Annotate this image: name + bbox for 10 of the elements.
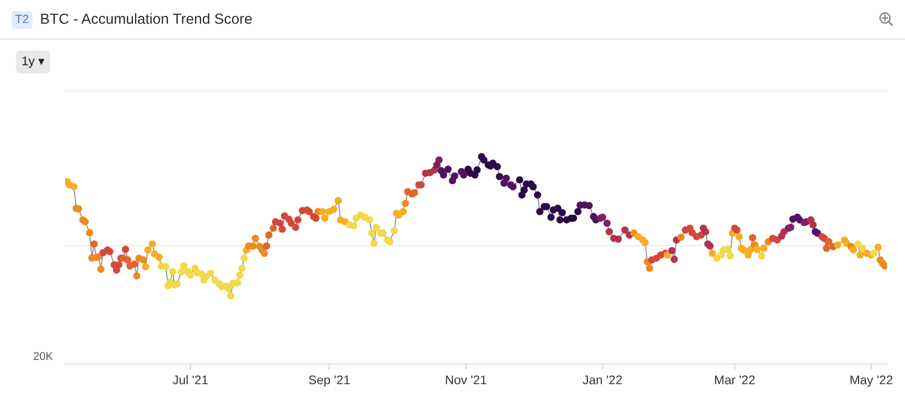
x-tick-label: May '22 [850,375,892,387]
text: 1y ▾ [22,56,44,68]
x-tick-label: Jan '22 [582,375,622,384]
chart-title: BTC - Accumulation Trend Score [41,13,252,24]
x-tick-label: Sep '21 [308,375,350,387]
x-tick-label: Nov '21 [446,375,486,384]
x-tick-label: Mar '22 [715,375,755,384]
text: 20K [34,352,53,360]
x-tick-label: Jul '21 [172,375,208,384]
text: T2 [15,14,28,24]
